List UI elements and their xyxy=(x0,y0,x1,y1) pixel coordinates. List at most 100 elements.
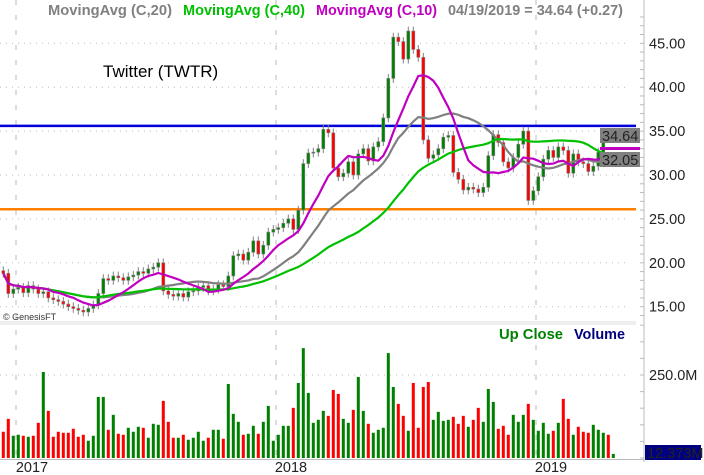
candle-body xyxy=(176,293,181,297)
moving-averages xyxy=(2,74,614,307)
candle-body xyxy=(66,303,71,308)
volume-bar xyxy=(566,418,570,458)
volume-bar xyxy=(561,398,565,458)
volume-bar xyxy=(91,435,95,458)
volume-bar xyxy=(576,426,580,458)
candle-body xyxy=(101,278,106,294)
volume-bar xyxy=(306,392,310,458)
y-tick-label: 20.00 xyxy=(649,256,685,272)
volume-bar xyxy=(1,431,5,458)
candle-body xyxy=(441,136,446,149)
candle-body xyxy=(341,172,346,178)
candle-body xyxy=(516,143,521,158)
volume-bar xyxy=(96,396,100,458)
candle-body xyxy=(231,255,236,277)
volume-bar xyxy=(421,386,425,458)
volume-bar xyxy=(166,421,170,458)
candle-body xyxy=(71,306,76,309)
volume-bars xyxy=(1,348,615,458)
candles xyxy=(1,26,616,317)
volume-bar xyxy=(376,429,380,458)
candle-body xyxy=(366,148,371,162)
volume-bar xyxy=(366,423,370,458)
volume-bar xyxy=(296,382,300,458)
candle-body xyxy=(571,153,576,174)
candle-body xyxy=(136,271,141,276)
volume-bar xyxy=(221,438,225,458)
candle-body xyxy=(51,297,56,300)
volume-bar xyxy=(21,435,25,458)
last-price-box xyxy=(600,128,640,143)
volume-bar xyxy=(326,415,330,458)
volume-bar xyxy=(11,435,15,458)
volume-bar xyxy=(181,434,185,458)
candle-body xyxy=(506,161,511,169)
volume-bar xyxy=(241,434,245,458)
legend-ma20: MovingAvg (C,20) xyxy=(48,3,172,19)
volume-bar xyxy=(61,432,65,458)
candle-body xyxy=(271,229,276,233)
volume-bar xyxy=(316,419,320,458)
candle-body xyxy=(146,268,151,274)
candle-body xyxy=(386,78,391,119)
candle-body xyxy=(121,277,126,281)
copyright: © GenesisFT xyxy=(3,312,57,322)
volume-bar xyxy=(526,403,530,458)
volume-bar xyxy=(151,423,155,458)
volume-bar xyxy=(111,414,115,458)
volume-bar xyxy=(261,421,265,458)
volume-bar xyxy=(361,410,365,458)
ma10-line xyxy=(2,74,614,307)
volume-bar xyxy=(601,432,605,458)
volume-bar xyxy=(311,422,315,458)
candle-body xyxy=(431,154,436,159)
volume-bar xyxy=(226,383,230,458)
volume-bar xyxy=(511,414,515,458)
candle-body xyxy=(581,161,586,164)
volume-bar xyxy=(541,422,545,458)
last-volume-box xyxy=(645,445,701,460)
candle-body xyxy=(296,209,301,230)
volume-bar xyxy=(6,418,10,458)
candle-body xyxy=(336,167,341,178)
candle-body xyxy=(556,146,561,158)
candle-body xyxy=(61,301,66,305)
volume-bar xyxy=(491,401,495,458)
volume-bar xyxy=(521,414,525,458)
candle-body xyxy=(16,287,21,290)
candle-body xyxy=(286,218,291,224)
candle-body xyxy=(551,150,556,158)
volume-bar xyxy=(336,393,340,458)
candle-body xyxy=(36,288,41,294)
candle-body xyxy=(131,274,136,278)
ma-value-box xyxy=(600,152,640,167)
volume-bar xyxy=(591,424,595,458)
volume-bar xyxy=(291,407,295,458)
volume-bar xyxy=(481,421,485,458)
volume-bar xyxy=(396,403,400,458)
volume-bar xyxy=(131,431,135,458)
y-tick-label: 40.00 xyxy=(649,80,685,96)
candle-body xyxy=(141,271,146,274)
volume-bar xyxy=(66,432,70,458)
candle-body xyxy=(446,135,451,138)
candle-body xyxy=(251,240,256,253)
candle-body xyxy=(76,308,81,311)
candle-body xyxy=(236,253,241,257)
y-tick-label: 15.00 xyxy=(649,300,685,316)
volume-bar xyxy=(386,353,390,458)
candle-body xyxy=(161,262,166,292)
candle-body xyxy=(11,288,16,294)
volume-bar xyxy=(431,419,435,458)
volume-bar xyxy=(436,411,440,458)
volume-bar xyxy=(516,421,520,458)
legend-ma10: MovingAvg (C,10) xyxy=(316,3,437,19)
volume-bar xyxy=(201,440,205,458)
legend-quote: 04/19/2019 = 34.64 (+0.27) xyxy=(448,3,623,19)
volume-bar xyxy=(596,429,600,458)
volume-bar xyxy=(206,437,210,458)
volume-bar xyxy=(581,431,585,458)
candle-body xyxy=(56,299,61,302)
candle-body xyxy=(116,275,121,279)
